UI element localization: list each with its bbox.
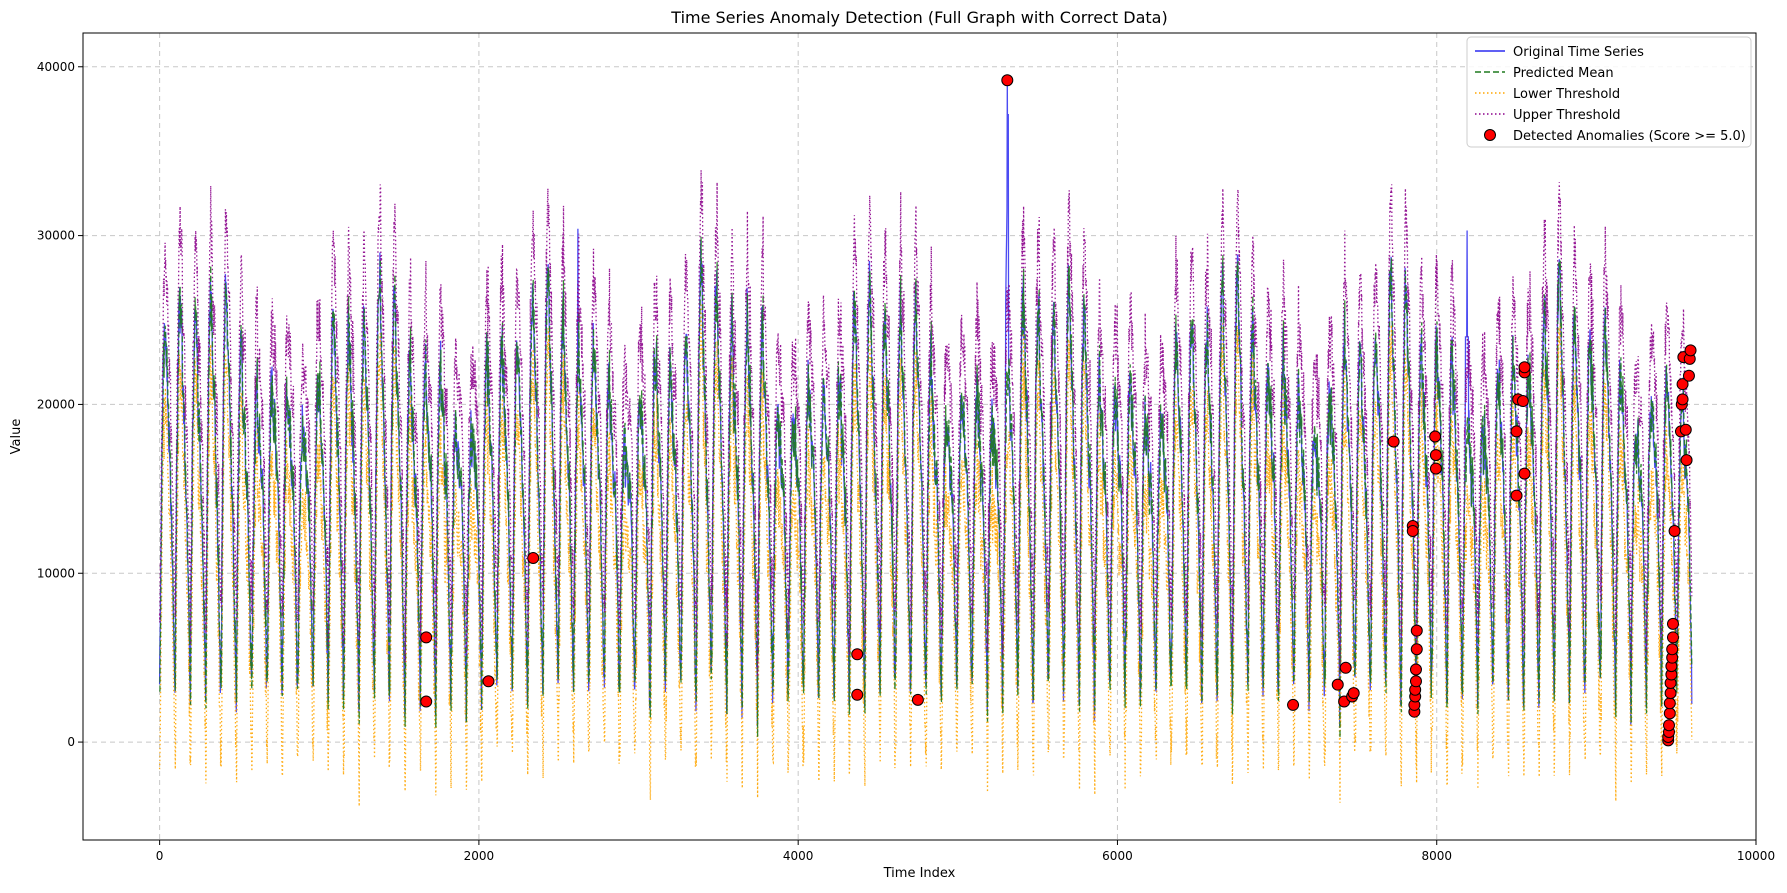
anomaly-point bbox=[1680, 454, 1693, 467]
series-line-lower-threshold bbox=[158, 303, 1693, 807]
y-tick-label: 40000 bbox=[37, 60, 75, 74]
x-axis-label: Time Index bbox=[883, 866, 956, 881]
legend: Original Time Series Predicted Mean Lower … bbox=[1466, 36, 1752, 148]
legend-label: Detected Anomalies (Score >= 5.0) bbox=[1513, 129, 1746, 144]
anomaly-point bbox=[1410, 643, 1423, 656]
anomaly-point bbox=[1510, 489, 1523, 502]
anomaly-point bbox=[420, 631, 433, 644]
anomaly-point bbox=[1516, 395, 1529, 408]
anomaly-point bbox=[1409, 663, 1422, 676]
legend-swatch bbox=[1484, 129, 1496, 141]
x-tick-label: 4000 bbox=[783, 849, 814, 863]
x-tick-label: 0 bbox=[156, 849, 164, 863]
anomaly-point bbox=[1339, 661, 1352, 674]
anomaly-point bbox=[1387, 435, 1400, 448]
anomaly-point bbox=[1679, 423, 1692, 436]
legend-box bbox=[1466, 36, 1752, 148]
anomaly-point bbox=[1518, 361, 1531, 374]
legend-label: Lower Threshold bbox=[1513, 87, 1620, 102]
series-line-predicted-mean bbox=[158, 236, 1693, 739]
anomaly-point bbox=[482, 675, 495, 688]
anomaly-layer bbox=[420, 74, 1697, 747]
data-layer bbox=[158, 80, 1693, 807]
anomaly-point bbox=[1429, 462, 1442, 475]
plot-frame bbox=[82, 32, 1757, 841]
anomaly-point bbox=[1666, 617, 1679, 630]
anomaly-point bbox=[1347, 687, 1360, 700]
anomaly-point bbox=[1676, 393, 1689, 406]
anomaly-point bbox=[1331, 678, 1344, 691]
x-tick-label: 8000 bbox=[1421, 849, 1452, 863]
legend-label: Original Time Series bbox=[1513, 45, 1644, 60]
chart-title: Time Series Anomaly Detection (Full Grap… bbox=[670, 8, 1167, 27]
anomaly-point bbox=[1409, 675, 1422, 688]
x-tick-label: 10000 bbox=[1737, 849, 1775, 863]
anomaly-point bbox=[1001, 74, 1014, 87]
y-tick-label: 10000 bbox=[37, 566, 75, 580]
anomaly-point bbox=[1682, 369, 1695, 382]
anomaly-point bbox=[1406, 525, 1419, 538]
y-tick-label: 0 bbox=[67, 735, 75, 749]
anomaly-point bbox=[851, 688, 864, 701]
anomaly-point bbox=[911, 693, 924, 706]
tick-layer: 0 2000 4000 6000 8000 10000 0 10000 20000 30000 40… bbox=[37, 60, 1775, 863]
anomaly-point bbox=[1666, 643, 1679, 656]
anomaly-point bbox=[527, 552, 540, 565]
anomaly-point bbox=[420, 695, 433, 708]
anomaly-point bbox=[1663, 697, 1676, 710]
anomaly-point bbox=[1429, 449, 1442, 462]
y-tick-label: 30000 bbox=[37, 229, 75, 243]
anomaly-point bbox=[1429, 430, 1442, 443]
y-axis-label: Value bbox=[9, 419, 24, 455]
anomaly-point bbox=[1668, 525, 1681, 538]
anomaly-point bbox=[1663, 707, 1676, 720]
anomaly-point bbox=[1518, 467, 1531, 480]
x-tick-label: 2000 bbox=[464, 849, 495, 863]
y-tick-label: 20000 bbox=[37, 397, 75, 411]
anomaly-point bbox=[1676, 378, 1689, 391]
x-tick-label: 6000 bbox=[1102, 849, 1133, 863]
anomaly-point bbox=[1510, 425, 1523, 438]
legend-label: Upper Threshold bbox=[1513, 108, 1621, 123]
anomaly-point bbox=[1664, 687, 1677, 700]
anomaly-point bbox=[851, 648, 864, 661]
anomaly-point bbox=[1287, 698, 1300, 711]
anomaly-point bbox=[1410, 624, 1423, 637]
anomaly-point bbox=[1666, 631, 1679, 644]
legend-label: Predicted Mean bbox=[1513, 66, 1614, 81]
series-line-upper-threshold bbox=[158, 170, 1693, 677]
anomaly-point bbox=[1684, 344, 1697, 357]
anomaly-point bbox=[1662, 719, 1675, 732]
